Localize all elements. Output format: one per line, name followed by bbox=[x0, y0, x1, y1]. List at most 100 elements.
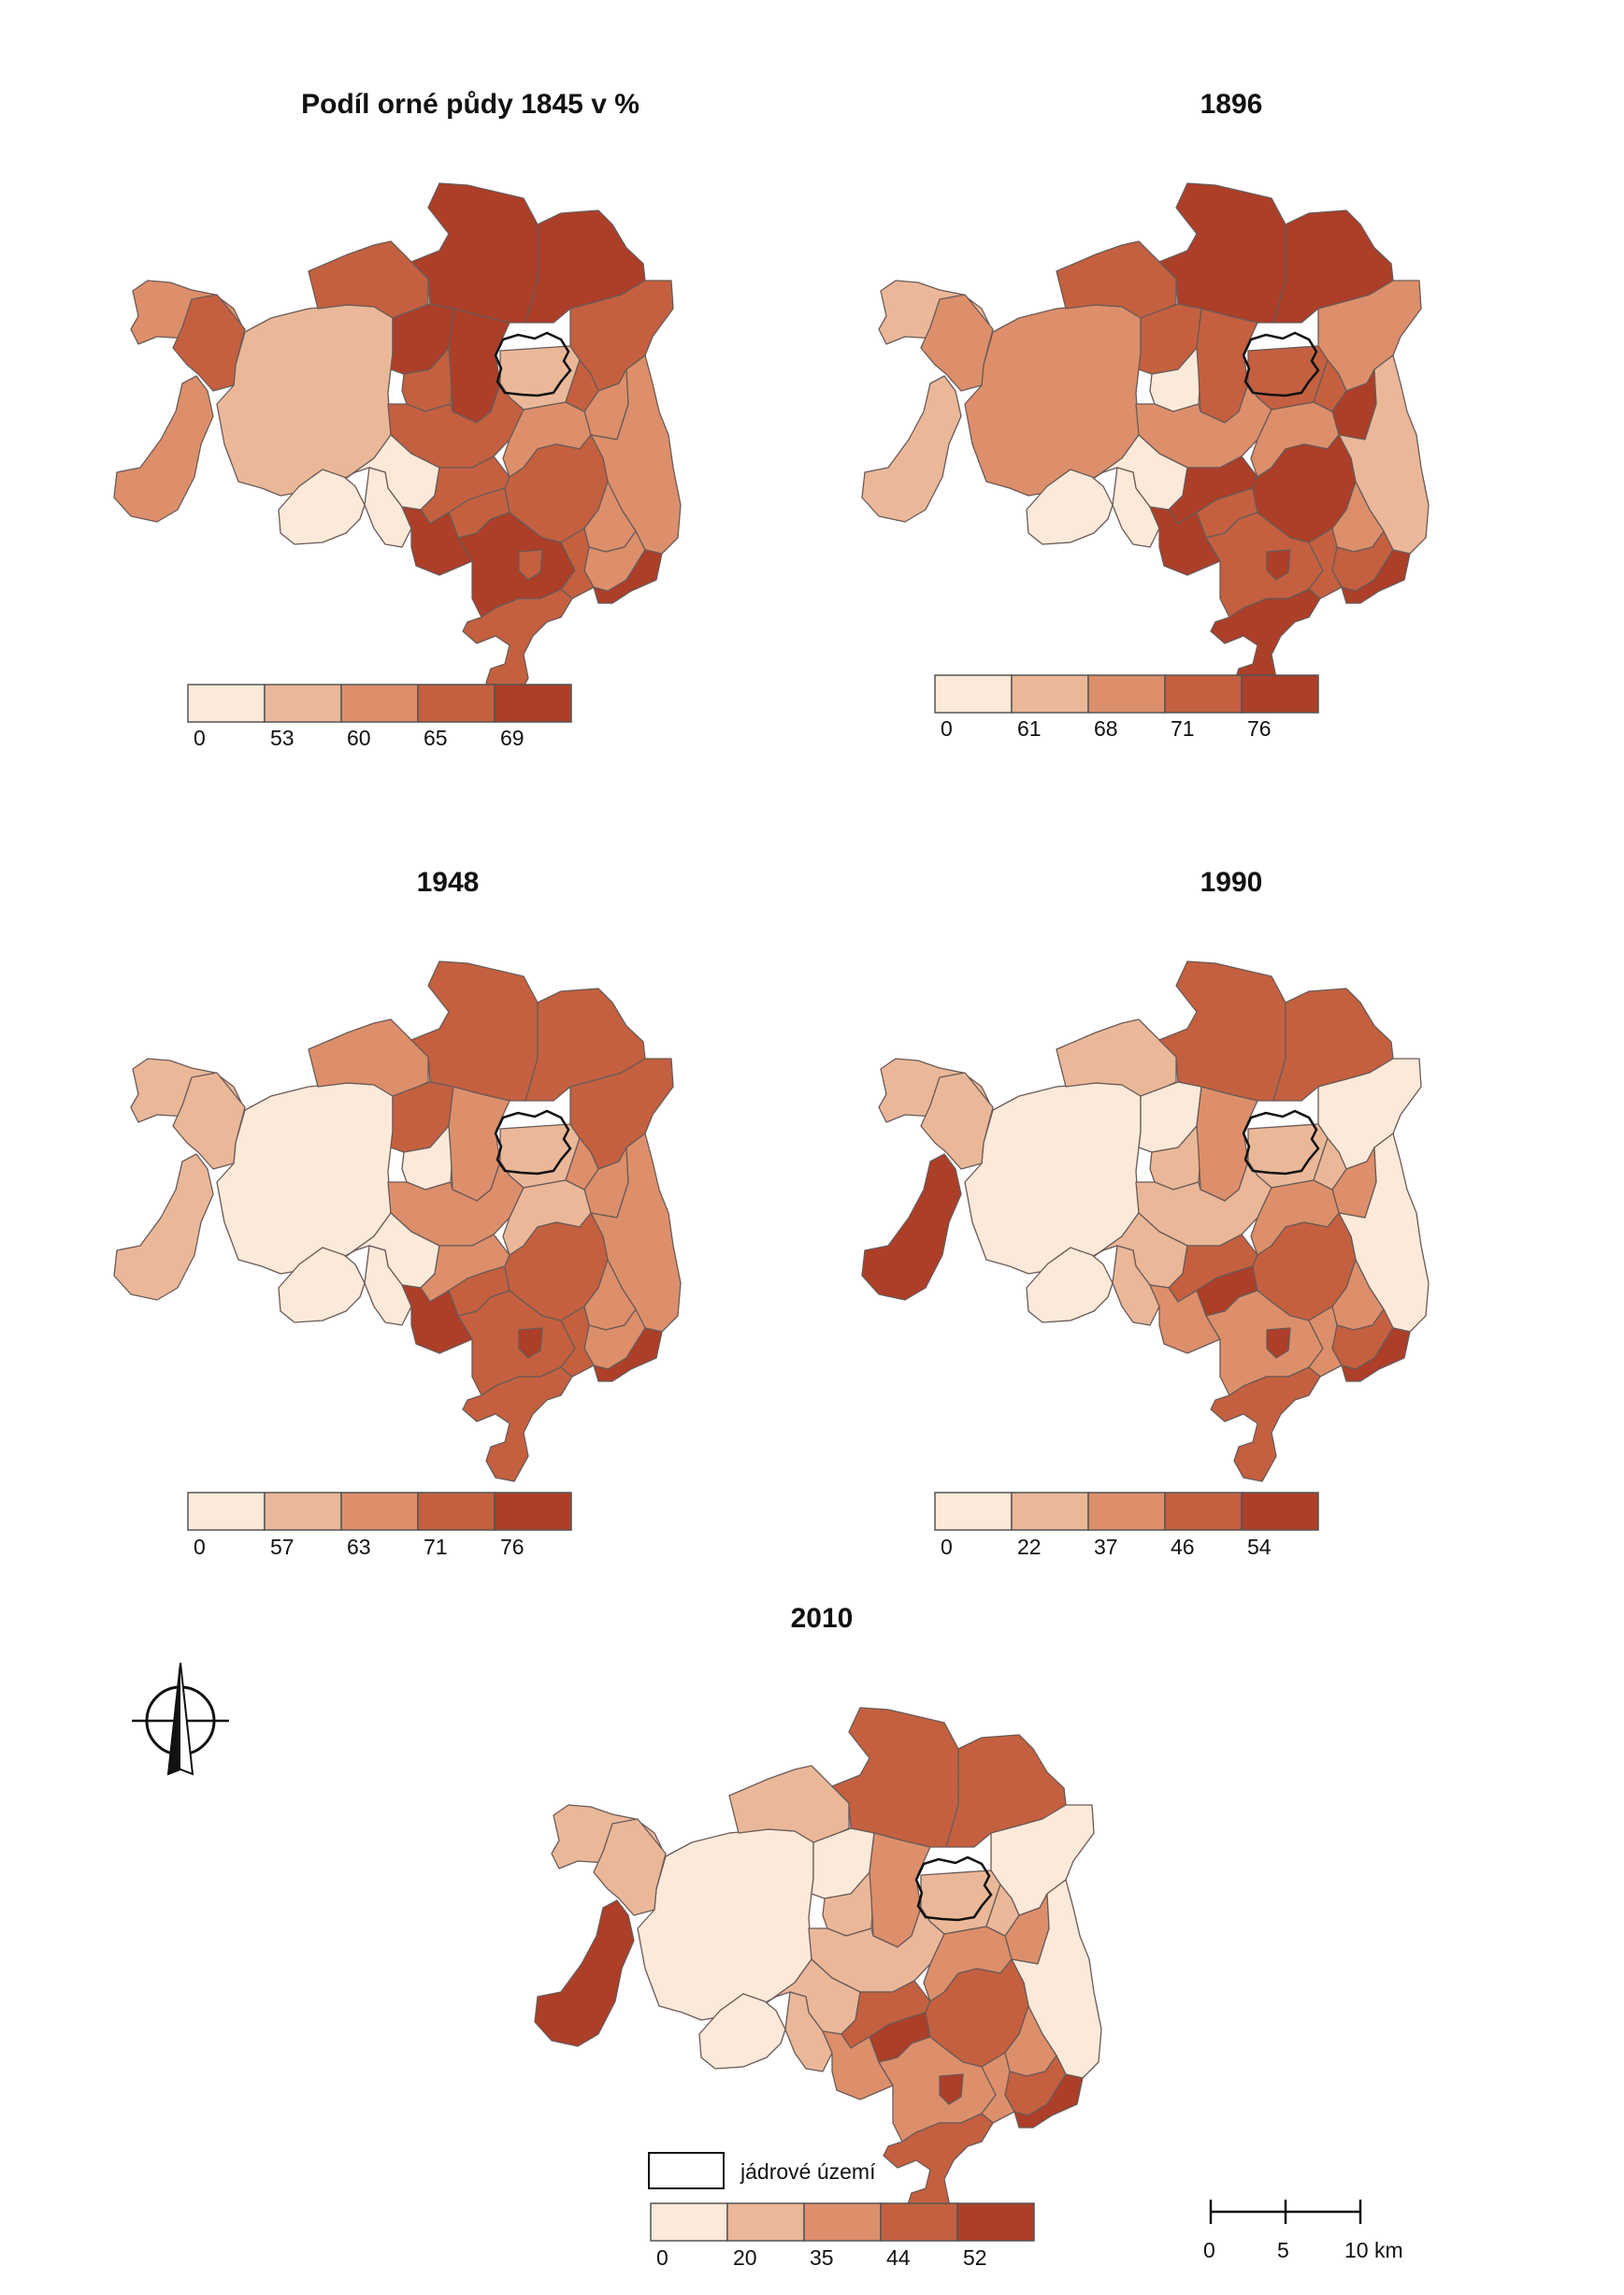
region bbox=[1266, 1327, 1291, 1359]
legend-break-label: 35 bbox=[810, 2245, 834, 2270]
class-legend: 0 57 63 71 76 bbox=[187, 1492, 572, 1559]
legend-break-label: 63 bbox=[347, 1535, 371, 1559]
legend-break-label: 71 bbox=[1171, 716, 1195, 741]
region bbox=[985, 1884, 1020, 1937]
legend-break-label: 44 bbox=[886, 2245, 911, 2270]
legend-swatch bbox=[956, 2202, 1035, 2242]
legend-break-label: 52 bbox=[963, 2245, 987, 2270]
class-legend: 0 53 60 65 69 bbox=[187, 684, 572, 750]
legend-break-label: 0 bbox=[656, 2245, 668, 2270]
legend-break-label: 54 bbox=[1247, 1535, 1272, 1559]
legend-swatch bbox=[1164, 674, 1243, 714]
legend-swatch bbox=[1241, 1492, 1319, 1531]
region bbox=[518, 549, 543, 581]
legend-swatch bbox=[1011, 1492, 1089, 1531]
legend-swatch bbox=[1087, 674, 1166, 714]
region bbox=[1313, 359, 1347, 412]
map-m1896: 1896 0 61 68 71 76 bbox=[861, 89, 1430, 741]
region bbox=[113, 375, 214, 523]
region bbox=[728, 1765, 850, 1843]
region bbox=[172, 294, 246, 392]
region bbox=[565, 1137, 599, 1191]
region bbox=[364, 1245, 412, 1326]
core-area-outline bbox=[914, 1855, 993, 1922]
legend-break-label: 61 bbox=[1017, 716, 1042, 741]
legend-swatch bbox=[494, 684, 572, 723]
scale-bar: 0 5 10 km bbox=[1203, 2200, 1403, 2262]
legend-break-label: 76 bbox=[500, 1535, 525, 1559]
region bbox=[1341, 1327, 1411, 1382]
legend-break-label: 53 bbox=[270, 726, 295, 750]
legend-swatch bbox=[187, 684, 266, 723]
map-m1948: 1948 0 57 63 71 76 bbox=[113, 867, 682, 1559]
region bbox=[1266, 549, 1291, 581]
map-title: 2010 bbox=[791, 1603, 854, 1634]
legend-swatch bbox=[1011, 674, 1089, 714]
region bbox=[698, 1993, 786, 2070]
region bbox=[1158, 960, 1286, 1102]
region bbox=[593, 1327, 663, 1382]
legend-break-label: 71 bbox=[424, 1535, 448, 1559]
legend-swatch bbox=[803, 2202, 882, 2242]
region bbox=[593, 549, 663, 604]
region bbox=[861, 375, 962, 523]
map-title: Podíl orné půdy 1845 v % bbox=[301, 89, 640, 120]
legend-swatch bbox=[494, 1492, 572, 1531]
legend-break-label: 68 bbox=[1094, 716, 1118, 741]
region bbox=[1112, 467, 1160, 548]
class-legend: 0 20 35 44 52 bbox=[650, 2202, 1035, 2270]
legend-swatch bbox=[1164, 1492, 1243, 1531]
region bbox=[831, 1707, 959, 1848]
choropleth bbox=[861, 960, 1430, 1482]
core-area-outline bbox=[1242, 331, 1320, 397]
region bbox=[410, 960, 539, 1102]
legend-swatch bbox=[1087, 1492, 1166, 1531]
core-area-legend: jádrové území bbox=[648, 2152, 876, 2189]
choropleth bbox=[113, 182, 682, 704]
map-title: 1948 bbox=[417, 867, 480, 898]
legend-swatch bbox=[340, 684, 419, 723]
region bbox=[1341, 549, 1411, 604]
region bbox=[565, 359, 599, 412]
legend-swatch bbox=[934, 674, 1013, 714]
region bbox=[920, 1072, 994, 1170]
map-m2010: 2010 0 20 35 44 52 bbox=[534, 1603, 1102, 2270]
legend-break-label: 37 bbox=[1094, 1535, 1118, 1559]
region bbox=[593, 1818, 667, 1916]
region bbox=[308, 240, 429, 319]
core-area-outline bbox=[1242, 1109, 1320, 1176]
region bbox=[1158, 182, 1286, 324]
region bbox=[784, 1991, 833, 2072]
map-m1845: Podíl orné půdy 1845 v % 0 53 60 65 69 bbox=[113, 89, 682, 750]
legend-swatch bbox=[417, 1492, 496, 1531]
legend-swatch bbox=[417, 684, 496, 723]
region bbox=[939, 2073, 964, 2105]
north-arrow-icon bbox=[130, 1661, 231, 1776]
class-legend: 0 61 68 71 76 bbox=[934, 674, 1319, 741]
legend-break-label: 0 bbox=[194, 726, 206, 750]
region bbox=[1026, 1247, 1114, 1323]
core-area-swatch bbox=[648, 2152, 725, 2189]
region bbox=[410, 182, 539, 324]
legend-break-label: 22 bbox=[1017, 1535, 1042, 1559]
region bbox=[172, 1072, 246, 1170]
scale-label: 0 bbox=[1203, 2238, 1215, 2262]
region bbox=[1112, 1245, 1160, 1326]
legend-break-label: 20 bbox=[733, 2245, 757, 2270]
legend-break-label: 65 bbox=[424, 726, 448, 750]
region bbox=[308, 1018, 429, 1097]
region bbox=[534, 1899, 635, 2047]
region bbox=[278, 1247, 366, 1323]
core-area-outline bbox=[494, 331, 572, 397]
region bbox=[1056, 240, 1177, 319]
legend-swatch bbox=[264, 684, 342, 723]
class-legend: 0 22 37 46 54 bbox=[934, 1492, 1319, 1559]
scale-label: 10 km bbox=[1344, 2238, 1403, 2262]
legend-break-label: 69 bbox=[500, 726, 525, 750]
map-m1990: 1990 0 22 37 46 54 bbox=[861, 867, 1430, 1559]
core-area-outline bbox=[494, 1109, 572, 1176]
region bbox=[861, 1153, 962, 1301]
legend-swatch bbox=[340, 1492, 419, 1531]
region bbox=[1056, 1018, 1177, 1097]
legend-swatch bbox=[187, 1492, 266, 1531]
